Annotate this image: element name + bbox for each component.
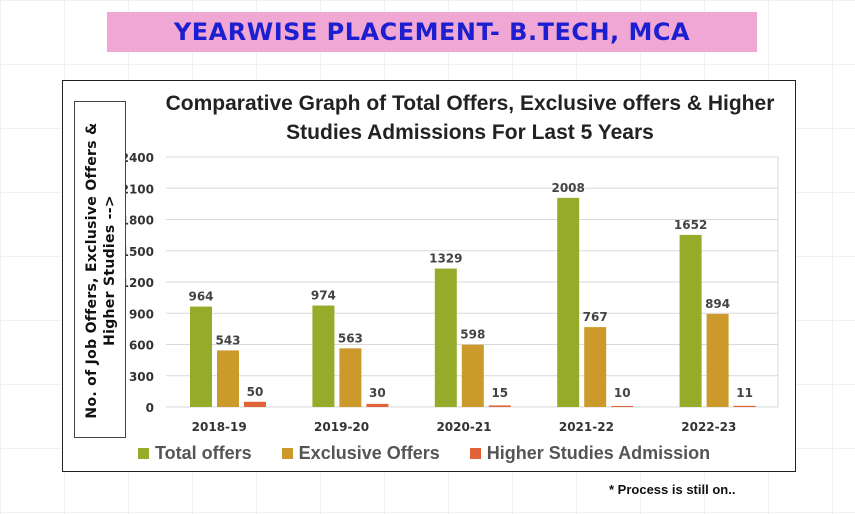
y-tick-label: 300 [129,370,154,384]
y-tick-label: 2100 [121,182,154,196]
legend-swatch-total [138,447,149,459]
bar-higher-studies-2020-21 [488,405,511,407]
data-label-higher-studies-2022-23: 11 [736,386,753,400]
legend-label-higher-studies: Higher Studies Admission [486,442,711,463]
legend-swatch-exclusive [281,447,293,459]
chart-title: Comparative Graph of Total Offers, Exclu… [165,92,775,144]
legend-swatch-higher-studies [469,447,481,459]
y-axis-ticks: 0 300 600 900 1200 1500 1800 2100 2400 [121,151,154,415]
bars [190,197,756,407]
x-tick-label: 2019-20 [314,420,369,434]
page-banner: YEARWISE PLACEMENT- B.TECH, MCA [107,12,757,52]
y-axis-label-box: No. of Job Offers, Exclusive Offers & Hi… [74,101,126,438]
bar-higher-studies-2018-19 [244,401,266,407]
legend-item-higher-studies: Higher Studies Admission [469,442,711,464]
data-label-exclusive-2020-21: 598 [460,328,485,342]
legend-item-exclusive: Exclusive Offers [281,442,440,464]
bar-higher-studies-2021-22 [611,405,634,407]
footnote: * Process is still on.. [609,482,736,497]
bar-exclusive-2021-22 [584,327,607,407]
data-label-higher-studies-2021-22: 10 [614,386,631,400]
data-label-higher-studies-2020-21: 15 [491,386,508,400]
grid-layer [166,156,779,408]
legend: Total offers Exclusive Offers Higher Stu… [138,442,740,464]
bar-total-2022-23 [679,234,702,407]
bar-higher-studies-2022-23 [733,405,756,407]
data-label-exclusive-2022-23: 894 [705,297,730,311]
data-label-total-2019-20: 974 [311,289,336,303]
y-tick-label: 2400 [121,151,154,165]
data-label-exclusive-2021-22: 767 [583,310,608,324]
bar-higher-studies-2019-20 [366,403,389,407]
data-label-exclusive-2018-19: 543 [215,333,240,347]
y-tick-label: 1200 [121,276,154,290]
data-label-total-2020-21: 1329 [429,252,462,266]
bar-total-2019-20 [312,305,335,407]
x-tick-label: 2021-22 [559,420,614,434]
y-tick-label: 600 [129,339,154,353]
data-label-total-2022-23: 1652 [674,218,707,232]
data-label-total-2021-22: 2008 [551,181,584,195]
bar-total-2021-22 [557,197,580,407]
bar-exclusive-2022-23 [706,313,729,407]
bar-exclusive-2020-21 [461,344,484,407]
data-label-exclusive-2019-20: 563 [338,331,363,345]
bar-total-2018-19 [190,306,212,407]
data-label-higher-studies-2018-19: 50 [247,385,264,399]
x-tick-label: 2020-21 [436,420,491,434]
bar-exclusive-2019-20 [339,348,362,407]
x-tick-label: 2018-19 [192,420,247,434]
y-axis-label: No. of Job Offers, Exclusive Offers & Hi… [84,122,118,419]
bar-exclusive-2018-19 [217,350,239,407]
legend-item-total: Total offers [138,443,252,464]
y-tick-label: 1800 [121,214,154,228]
data-labels: 964 543 50 974 563 30 1329 598 15 2008 767 10 1652 89… [188,181,752,400]
bar-total-2020-21 [434,268,457,407]
data-label-higher-studies-2019-20: 30 [369,386,386,400]
data-label-total-2018-19: 964 [188,290,213,304]
banner-title: YEARWISE PLACEMENT- B.TECH, MCA [173,18,691,46]
y-tick-label: 0 [146,401,154,415]
legend-label-exclusive: Exclusive Offers [298,442,440,463]
x-axis-ticks: 2018-19 2019-20 2020-21 2021-22 2022-23 [192,420,737,434]
y-tick-label: 900 [129,307,154,321]
x-tick-label: 2022-23 [681,420,736,434]
legend-label-total: Total offers [155,442,252,463]
y-tick-label: 1500 [121,245,154,259]
